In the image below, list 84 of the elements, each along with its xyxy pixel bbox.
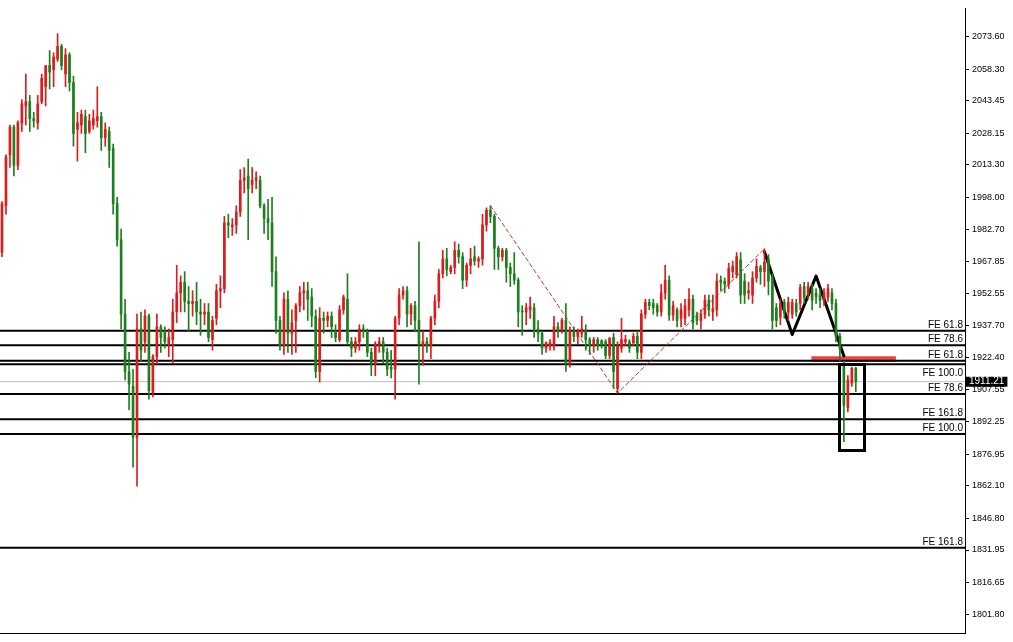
y-tick-label: 2043.45	[972, 95, 1005, 106]
ref-line-label: 1911.21	[969, 375, 1005, 387]
candlestick	[80, 109, 83, 134]
candlestick	[719, 275, 723, 292]
ref-line-label: FE 78.6	[927, 333, 964, 345]
y-tick-label: 1937.70	[972, 319, 1005, 330]
candlestick	[636, 330, 639, 360]
candlestick	[628, 339, 631, 353]
candlestick	[596, 337, 599, 351]
candlestick	[227, 213, 230, 238]
candlestick	[211, 315, 214, 351]
candlestick	[505, 247, 508, 283]
y-tick-label: 1876.95	[972, 448, 1005, 459]
candlestick	[191, 290, 194, 317]
candlestick	[616, 341, 619, 394]
candlestick	[334, 324, 337, 343]
candlestick	[493, 213, 496, 270]
candlestick	[612, 332, 615, 389]
candlestick	[207, 303, 210, 343]
candlestick	[318, 307, 322, 383]
candlestick	[215, 284, 218, 326]
candlestick	[465, 262, 468, 287]
candlestick	[346, 273, 349, 345]
y-tick-label: 1801.80	[972, 608, 1005, 619]
y-tick-label: 1831.95	[972, 544, 1005, 555]
candlestick	[330, 311, 333, 338]
candlestick	[755, 258, 758, 283]
candlestick	[759, 264, 762, 285]
y-tick-label: 2013.30	[972, 159, 1005, 170]
candlestick	[747, 281, 750, 300]
candlestick	[84, 109, 87, 153]
y-tick-label: 1816.65	[972, 576, 1005, 587]
candlestick	[782, 298, 786, 319]
candlestick	[302, 281, 306, 311]
y-tick-label: 2028.15	[972, 127, 1005, 138]
ref-line-label: FE 61.8	[927, 318, 964, 330]
y-tick-label: 2073.60	[972, 31, 1005, 42]
candlestick	[195, 281, 198, 326]
candlestick	[608, 337, 611, 360]
y-tick-label: 2058.30	[972, 63, 1005, 74]
y-tick-label: 1922.40	[972, 352, 1005, 363]
candlestick	[592, 337, 596, 353]
candlestick	[763, 248, 766, 287]
candlestick	[604, 339, 607, 360]
candlestick	[624, 335, 627, 347]
candlestick	[246, 158, 250, 241]
candlestick	[322, 311, 325, 334]
candlestick	[250, 167, 254, 194]
candlestick	[779, 298, 782, 326]
candlestick	[326, 311, 329, 328]
y-tick-label: 1967.85	[972, 255, 1005, 266]
ref-line-label: FE 161.8	[922, 535, 964, 547]
candlestick	[187, 286, 190, 332]
candlestick	[501, 247, 504, 262]
candlestick	[64, 48, 67, 88]
y-tick-label: 1862.10	[972, 480, 1005, 491]
candlestick	[44, 65, 47, 107]
ref-line-label: FE 100.0	[922, 367, 964, 379]
candlestick	[358, 324, 361, 351]
ref-line-label: FE 100.0	[922, 421, 964, 433]
candlestick	[739, 252, 742, 304]
candlestick	[473, 245, 476, 266]
y-tick-label: 1892.25	[972, 416, 1005, 427]
candlestick	[751, 271, 754, 304]
candlestick	[183, 271, 186, 313]
y-tick-label: 1846.80	[972, 512, 1005, 523]
candlestick	[88, 114, 91, 134]
candlestick	[342, 294, 345, 315]
candlestick	[485, 207, 488, 232]
candlestick	[95, 86, 99, 128]
y-tick-label: 1982.70	[972, 224, 1005, 235]
candlestick	[223, 216, 226, 294]
y-tick-label: 1952.55	[972, 288, 1005, 299]
candlestick	[735, 252, 738, 279]
candlestick	[338, 305, 341, 343]
ref-line-label: FE 161.8	[922, 407, 964, 419]
candlestick	[48, 50, 51, 90]
y-tick-label: 1998.00	[972, 191, 1005, 202]
candlestick	[60, 43, 63, 71]
candlestick	[481, 213, 484, 266]
ref-line-label: FE 61.8	[927, 348, 964, 360]
candlestick	[76, 111, 79, 162]
candlestick	[632, 332, 635, 347]
ref-line-label: FE 78.6	[927, 381, 964, 393]
